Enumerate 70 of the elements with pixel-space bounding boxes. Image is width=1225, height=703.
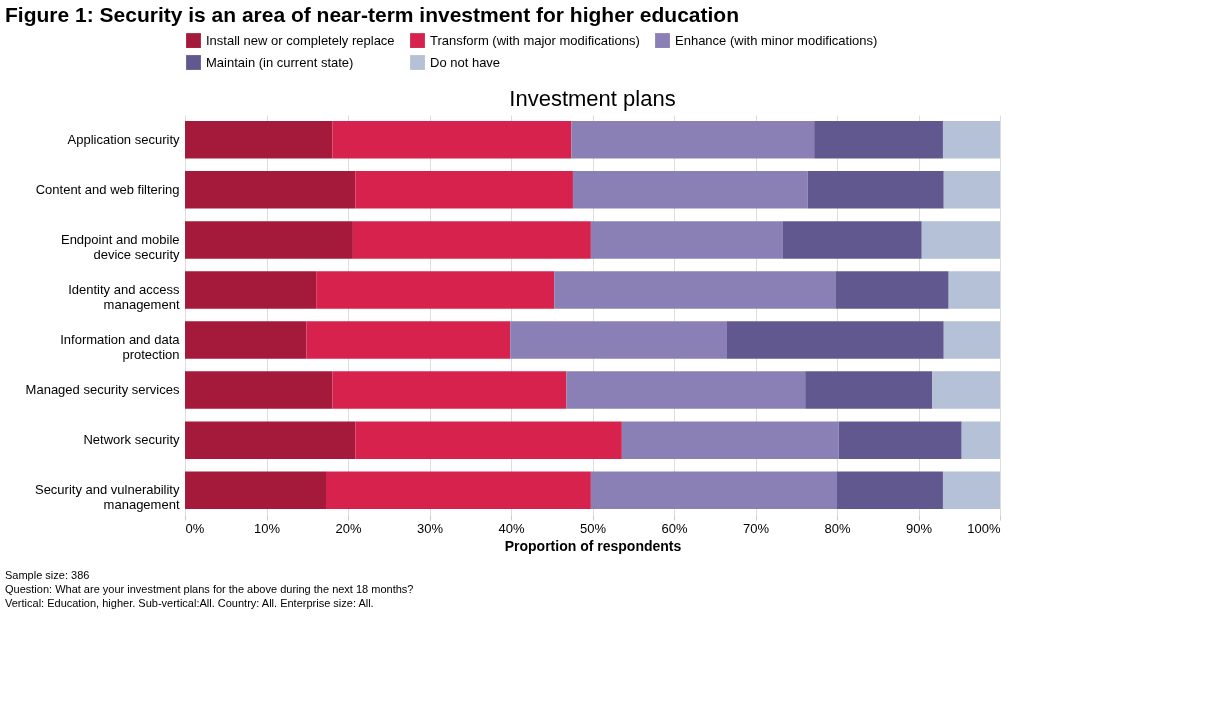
bar [814, 121, 943, 159]
bar [355, 171, 573, 209]
x-tick-label: 40% [498, 520, 525, 536]
bar [726, 321, 944, 359]
y-tick-label: Identity and access management [68, 281, 180, 312]
x-tick-label: 100% [967, 520, 1001, 536]
bar [185, 471, 326, 509]
bar [942, 471, 1000, 509]
x-tick-label: 90% [905, 520, 933, 536]
bar [306, 321, 511, 359]
bar [185, 221, 353, 259]
bar [332, 121, 572, 159]
x-tick-label: 80% [824, 520, 851, 536]
text: Question: What are your investment plans for the above during the next 18 months? [5, 583, 414, 595]
y-tick-label: Information and data protection [60, 332, 181, 363]
bar [185, 321, 307, 359]
x-tick-label: 50% [579, 520, 607, 536]
bar [185, 371, 333, 409]
x-tick-label: 0% [185, 520, 205, 536]
bar [807, 171, 944, 209]
y-tick-label: Endpoint and mobile device security [60, 231, 180, 262]
bar [590, 471, 837, 509]
x-tick-label: 10% [253, 520, 281, 536]
bar [835, 271, 949, 309]
bar [921, 221, 1000, 259]
bar [961, 421, 1000, 459]
y-tick-label: Content and web filtering [35, 181, 180, 197]
bar [805, 371, 933, 409]
bar [782, 221, 922, 259]
bar [185, 271, 317, 309]
text: Vertical: Education, higher. Sub-vertical:All. Country: All. Enterprise size: All. [5, 597, 374, 609]
bar [943, 321, 1000, 359]
x-tick-label: 60% [661, 520, 688, 536]
bar [942, 121, 1000, 159]
bar [572, 171, 808, 209]
bar [554, 271, 836, 309]
legend-label: Maintain (in current state) [206, 54, 354, 70]
bar [185, 121, 333, 159]
bar [566, 371, 806, 409]
bar [510, 321, 727, 359]
bar [185, 421, 356, 459]
legend-label: Do not have [430, 54, 501, 70]
y-tick-label: Managed security services [25, 382, 180, 398]
legend-label: Install new or completely replace [206, 32, 395, 48]
bar [932, 371, 1000, 409]
bar [571, 121, 815, 159]
bar [621, 421, 839, 459]
bar [590, 221, 783, 259]
y-tick-label: Network security [83, 432, 180, 448]
bar [316, 271, 555, 309]
legend-label: Enhance (with minor modifications) [675, 32, 878, 48]
x-axis-title: Proportion of respondents [504, 537, 682, 554]
chart-subtitle: Investment plans [509, 86, 676, 111]
bar [332, 371, 567, 409]
bar [326, 471, 591, 509]
bar [352, 221, 591, 259]
legend-label: Transform (with major modifications) [430, 32, 640, 48]
bar [185, 171, 356, 209]
bar [948, 271, 1000, 309]
x-tick-label: 20% [335, 520, 362, 536]
text: Sample size: 386 [5, 569, 90, 581]
bar [943, 171, 1000, 209]
chart-title: Figure 1: Security is an area of near-term investment for higher education [5, 3, 740, 26]
bar [838, 421, 962, 459]
y-tick-label: Security and vulnerability management [34, 482, 180, 513]
y-tick-label: Application security [67, 131, 180, 147]
bar [355, 421, 622, 459]
x-tick-label: 30% [416, 520, 444, 536]
x-tick-label: 70% [742, 520, 770, 536]
bar [837, 471, 943, 509]
